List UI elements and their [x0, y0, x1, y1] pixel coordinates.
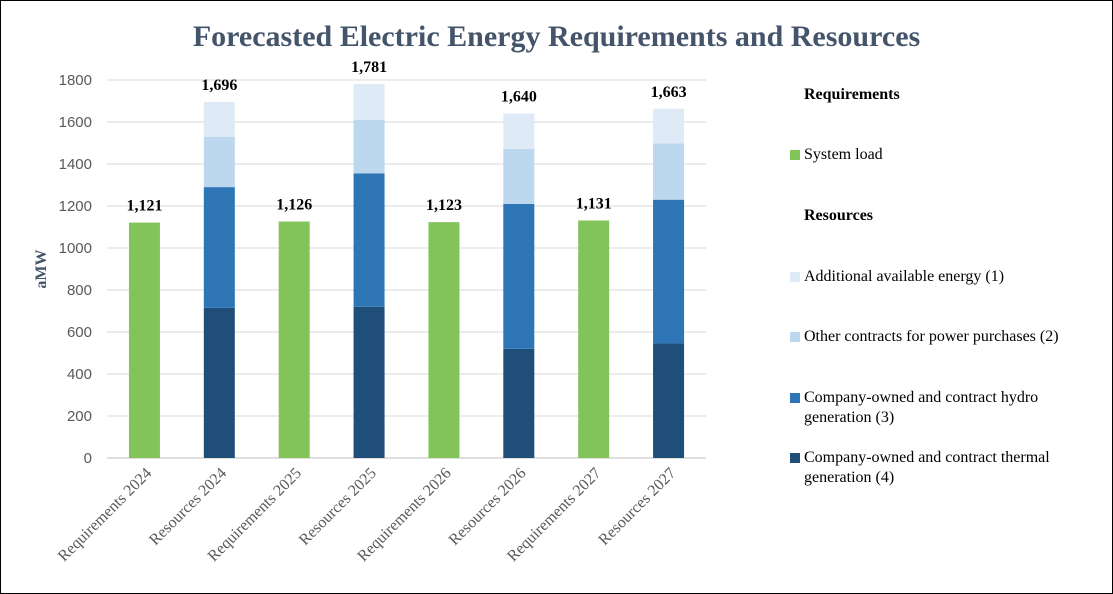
- y-tick-label: 0: [84, 450, 92, 467]
- bar-segment-company-owned-and-contract-thermal-generation-4: [203, 307, 235, 458]
- bar-segment-company-owned-and-contract-hydro-generation-3: [353, 173, 385, 307]
- bar-segment-additional-available-energy-1: [353, 83, 385, 120]
- x-category-label: Resources 2024: [146, 465, 230, 549]
- bar-segment-system-load: [128, 222, 160, 458]
- y-tick-label: 1600: [59, 114, 92, 131]
- y-tick-label: 400: [67, 366, 92, 383]
- y-axis-label: aMW: [33, 249, 50, 288]
- bar-segment-system-load: [278, 221, 310, 458]
- y-tick-label: 1000: [59, 240, 92, 257]
- legend-label: System load: [804, 146, 883, 163]
- legend-swatch: [790, 393, 800, 403]
- bar-segment-additional-available-energy-1: [653, 108, 685, 144]
- bar-segment-system-load: [428, 222, 460, 458]
- x-category-label: Resources 2025: [296, 465, 380, 549]
- data-label: 1,126: [276, 197, 312, 214]
- y-tick-label: 600: [67, 324, 92, 341]
- y-tick-label: 1800: [59, 72, 92, 89]
- x-category-label: Resources 2026: [446, 465, 530, 549]
- x-category-label: Requirements 2024: [55, 465, 155, 565]
- chart-title: Forecasted Electric Energy Requirements …: [192, 20, 921, 53]
- data-label: 1,663: [651, 84, 687, 101]
- bar-segment-company-owned-and-contract-hydro-generation-3: [203, 187, 235, 308]
- bar-segment-company-owned-and-contract-thermal-generation-4: [353, 306, 385, 458]
- y-tick-label: 1200: [59, 198, 92, 215]
- bar-segment-other-contracts-for-power-purchases-2: [503, 148, 535, 204]
- bar-segment-company-owned-and-contract-thermal-generation-4: [503, 348, 535, 458]
- legend-swatch: [790, 150, 800, 160]
- legend-label: Additional available energy (1): [804, 268, 1005, 285]
- bar-segment-additional-available-energy-1: [503, 113, 535, 149]
- data-label: 1,131: [576, 195, 612, 212]
- bar-segment-other-contracts-for-power-purchases-2: [203, 136, 235, 188]
- bar-segment-other-contracts-for-power-purchases-2: [353, 119, 385, 174]
- legend-heading-resources: Resources: [804, 207, 874, 224]
- legend-label: Company-owned and contract hydro generat…: [804, 389, 1039, 426]
- y-tick-label: 200: [67, 408, 92, 425]
- legend-label: Other contracts for power purchases (2): [804, 328, 1059, 345]
- legend-swatch: [790, 272, 800, 282]
- bar-segment-company-owned-and-contract-hydro-generation-3: [653, 199, 685, 344]
- data-label: 1,696: [201, 77, 237, 94]
- legend-label: Company-owned and contract thermal gener…: [804, 449, 1050, 486]
- legend-swatch: [790, 453, 800, 463]
- x-category-label: Resources 2027: [595, 465, 679, 549]
- legend-heading-requirements: Requirements: [804, 86, 900, 103]
- y-tick-label: 1400: [59, 156, 92, 173]
- y-tick-label: 800: [67, 282, 92, 299]
- bar-segment-additional-available-energy-1: [203, 101, 235, 137]
- legend: Requirements System load Resources Addit…: [790, 0, 1110, 594]
- data-label: 1,640: [501, 89, 537, 106]
- bar-segment-other-contracts-for-power-purchases-2: [653, 143, 685, 200]
- legend-swatch: [790, 332, 800, 342]
- data-label: 1,781: [351, 59, 387, 76]
- data-label: 1,121: [126, 198, 162, 215]
- bar-segment-company-owned-and-contract-hydro-generation-3: [503, 203, 535, 349]
- bar-segment-system-load: [578, 220, 610, 458]
- bar-segment-company-owned-and-contract-thermal-generation-4: [653, 343, 685, 458]
- data-label: 1,123: [426, 197, 462, 214]
